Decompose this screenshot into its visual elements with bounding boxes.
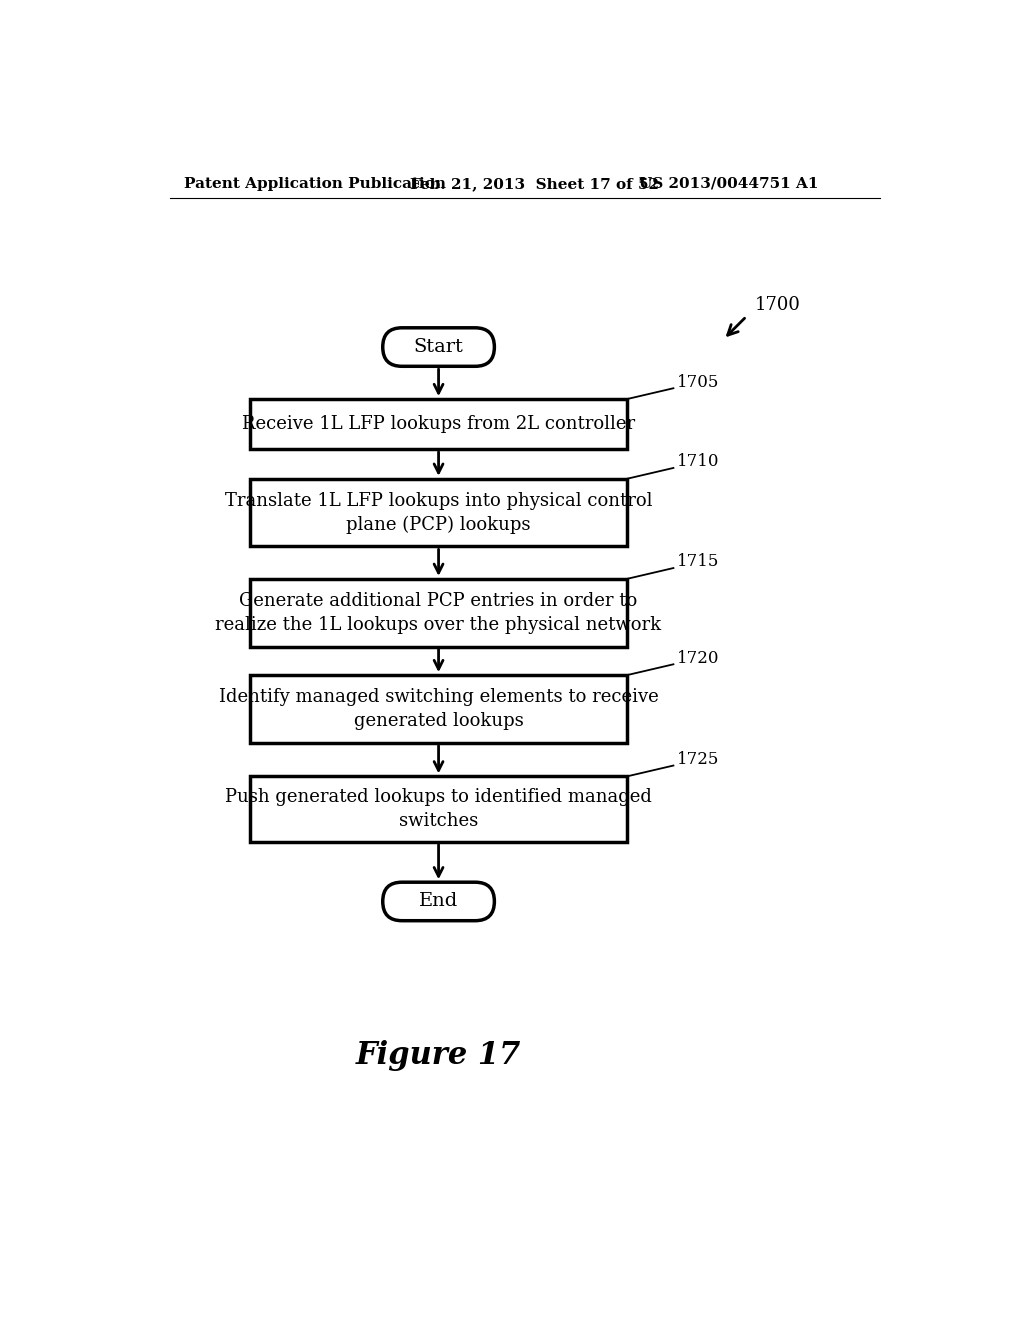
Bar (250, 675, 628, 743)
Text: 1705: 1705 (677, 374, 720, 391)
Text: 1715: 1715 (677, 553, 720, 570)
Bar (250, 399, 628, 449)
Text: Identify managed switching elements to receive
generated lookups: Identify managed switching elements to r… (219, 688, 658, 730)
Text: Patent Application Publication: Patent Application Publication (184, 177, 446, 191)
Text: Translate 1L LFP lookups into physical control
plane (PCP) lookups: Translate 1L LFP lookups into physical c… (225, 491, 652, 533)
Text: Receive 1L LFP lookups from 2L controller: Receive 1L LFP lookups from 2L controlle… (242, 414, 635, 433)
Text: US 2013/0044751 A1: US 2013/0044751 A1 (639, 177, 818, 191)
Bar (250, 776, 628, 842)
Text: 1725: 1725 (677, 751, 720, 768)
Text: Start: Start (414, 338, 464, 356)
Text: Figure 17: Figure 17 (356, 1040, 521, 1071)
Text: Generate additional PCP entries in order to
realize the 1L lookups over the phys: Generate additional PCP entries in order… (215, 591, 662, 634)
FancyBboxPatch shape (383, 882, 495, 921)
Text: End: End (419, 892, 458, 911)
Text: Feb. 21, 2013  Sheet 17 of 52: Feb. 21, 2013 Sheet 17 of 52 (410, 177, 659, 191)
Text: 1720: 1720 (677, 649, 720, 667)
Bar (250, 579, 628, 647)
Bar (250, 479, 628, 546)
Text: Push generated lookups to identified managed
switches: Push generated lookups to identified man… (225, 788, 652, 830)
Text: 1710: 1710 (677, 453, 720, 470)
Text: 1700: 1700 (755, 296, 800, 314)
FancyBboxPatch shape (383, 327, 495, 367)
